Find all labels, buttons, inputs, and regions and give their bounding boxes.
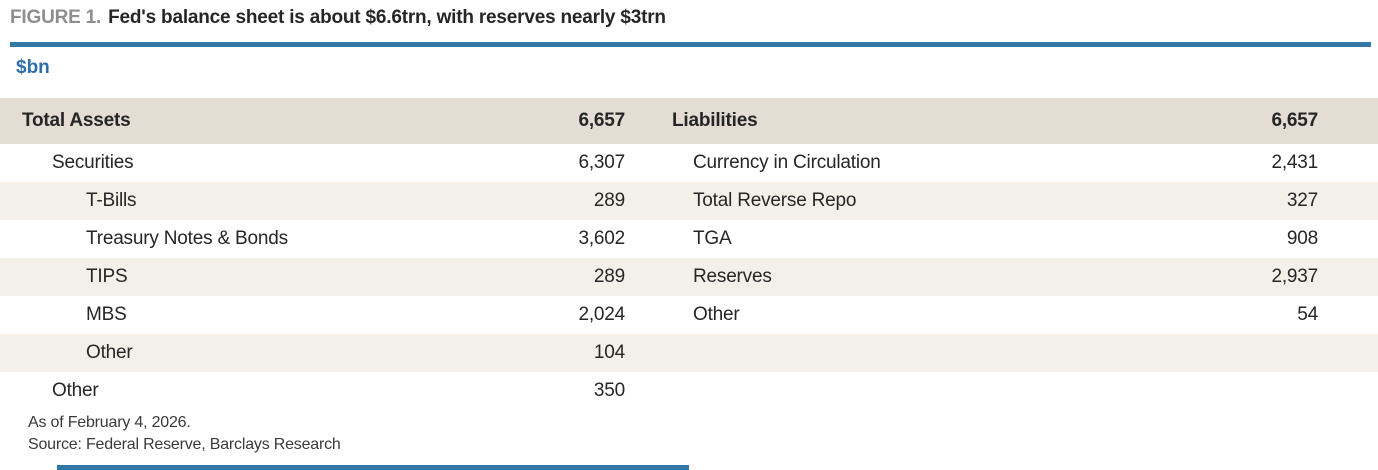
liabilities-label: Liabilities: [672, 110, 758, 131]
total-assets-value: 6,657: [578, 110, 625, 131]
figure-title: Fed's balance sheet is about $6.6trn, wi…: [108, 7, 666, 28]
units-label: $bn: [16, 57, 50, 78]
row-value-right: 2,937: [1271, 266, 1318, 287]
row-value-right: 54: [1297, 304, 1318, 325]
row-value-right: 2,431: [1271, 152, 1318, 173]
figure-footer: As of February 4, 2026. Source: Federal …: [28, 412, 341, 456]
liabilities-value: 6,657: [1271, 110, 1318, 131]
table-row: Other 350: [0, 372, 1378, 410]
row-label-left: T-Bills: [86, 190, 137, 211]
row-value-left: 350: [593, 380, 625, 401]
row-value-left: 289: [593, 190, 625, 211]
row-label-right: Other: [693, 304, 740, 325]
row-label-left: Other: [86, 342, 133, 363]
table-row: Treasury Notes & Bonds 3,602 TGA 908: [0, 220, 1378, 258]
row-value-right: 327: [1286, 190, 1318, 211]
balance-sheet-table: Total Assets 6,657 Liabilities 6,657 Sec…: [0, 98, 1378, 410]
bottom-divider-rule: [57, 465, 689, 470]
row-label-right: Reserves: [693, 266, 772, 287]
row-label-right: Currency in Circulation: [693, 152, 881, 173]
figure-heading: FIGURE 1. Fed's balance sheet is about $6…: [10, 7, 666, 29]
table-row: Other 104: [0, 334, 1378, 372]
table-row: T-Bills 289 Total Reverse Repo 327: [0, 182, 1378, 220]
table-header-row: Total Assets 6,657 Liabilities 6,657: [0, 98, 1378, 144]
table-row: TIPS 289 Reserves 2,937: [0, 258, 1378, 296]
row-value-left: 3,602: [578, 228, 625, 249]
as-of-note: As of February 4, 2026.: [28, 414, 191, 431]
row-label-left: Securities: [52, 152, 134, 173]
row-value-left: 104: [593, 342, 625, 363]
row-value-left: 2,024: [578, 304, 625, 325]
top-divider-rule: [10, 42, 1371, 47]
table-row: MBS 2,024 Other 54: [0, 296, 1378, 334]
figure-number-label: FIGURE 1.: [10, 7, 102, 28]
total-assets-label: Total Assets: [22, 110, 131, 131]
row-label-left: Treasury Notes & Bonds: [86, 228, 288, 249]
table-row: Securities 6,307 Currency in Circulation…: [0, 144, 1378, 182]
row-value-left: 289: [593, 266, 625, 287]
row-label-left: Other: [52, 380, 99, 401]
row-label-right: TGA: [693, 228, 732, 249]
row-value-left: 6,307: [578, 152, 625, 173]
row-value-right: 908: [1286, 228, 1318, 249]
row-label-left: MBS: [86, 304, 127, 325]
row-label-right: Total Reverse Repo: [693, 190, 857, 211]
source-note: Source: Federal Reserve, Barclays Resear…: [28, 436, 341, 453]
row-label-left: TIPS: [86, 266, 128, 287]
